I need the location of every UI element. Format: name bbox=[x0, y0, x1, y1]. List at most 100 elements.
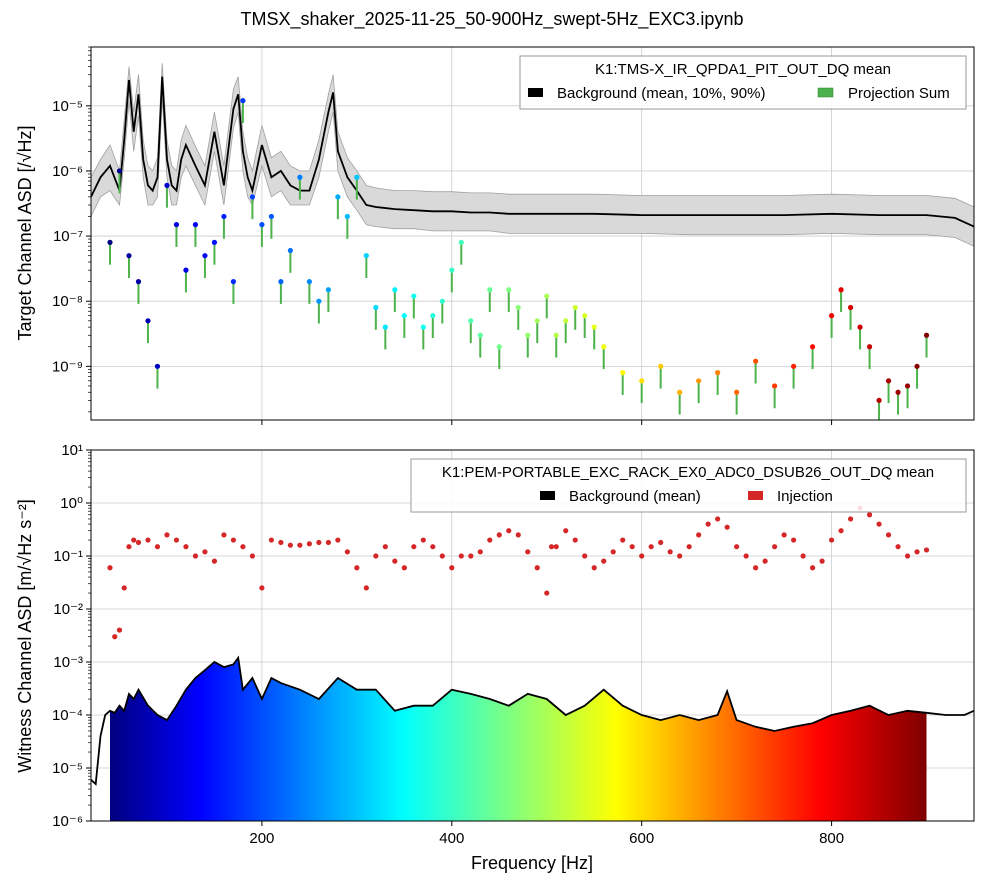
projection-sum-point bbox=[126, 253, 132, 259]
bottom-y-tick-label: 10⁻⁶ bbox=[52, 813, 83, 830]
injection-point bbox=[477, 549, 483, 555]
projection-sum-point bbox=[572, 304, 578, 311]
bottom-y-tick-label: 10⁻³ bbox=[53, 654, 83, 671]
projection-sum-point bbox=[316, 298, 322, 304]
injection-point bbox=[316, 539, 322, 546]
injection-point bbox=[847, 516, 854, 522]
projection-sum-point bbox=[601, 344, 607, 350]
injection-point bbox=[610, 549, 616, 555]
projection-sum-point bbox=[335, 194, 341, 200]
injection-point bbox=[373, 553, 379, 559]
projection-sum-point bbox=[809, 344, 816, 350]
injection-point bbox=[724, 524, 730, 530]
injection-point bbox=[363, 585, 369, 591]
projection-sum-point bbox=[487, 287, 493, 293]
injection-point bbox=[164, 532, 170, 538]
projection-sum-point bbox=[325, 287, 331, 293]
injection-point bbox=[202, 549, 208, 555]
injection-point bbox=[601, 558, 607, 564]
legend-swatch-background bbox=[528, 88, 543, 97]
injection-point bbox=[449, 565, 455, 571]
bottom-y-tick-label: 10¹ bbox=[61, 442, 83, 459]
legend-label-projection: Projection Sum bbox=[848, 85, 950, 102]
injection-point bbox=[904, 553, 911, 559]
bottom-y-ticks: 10⁻⁶ 10⁻⁵ 10⁻⁴ 10⁻³ 10⁻² 10⁻¹ 10⁰ 10¹ bbox=[52, 442, 91, 830]
injection-point bbox=[259, 585, 265, 591]
projection-sum-point bbox=[363, 253, 369, 259]
projection-sum-point bbox=[544, 293, 550, 299]
top-y-ticks: 10⁻⁹ 10⁻⁸ 10⁻⁷ 10⁻⁶ 10⁻⁵ bbox=[52, 46, 91, 413]
top-y-tick-label: 10⁻⁹ bbox=[52, 358, 83, 375]
injection-point bbox=[335, 537, 341, 543]
projection-sum-point bbox=[696, 378, 702, 384]
injection-point bbox=[287, 542, 293, 548]
injection-point bbox=[715, 516, 721, 522]
projection-sum-point bbox=[715, 370, 721, 376]
projection-sum-point bbox=[154, 363, 161, 369]
injection-point bbox=[534, 565, 540, 571]
injection-point bbox=[563, 528, 569, 534]
projection-sum-point bbox=[477, 332, 483, 338]
top-legend-title: K1:TMS-X_IR_QPDA1_PIT_OUT_DQ mean bbox=[595, 61, 891, 78]
projection-sum-point bbox=[468, 318, 474, 324]
projection-sum-point bbox=[382, 324, 388, 330]
projection-sum-point bbox=[116, 168, 123, 174]
injection-point bbox=[354, 565, 360, 571]
bottom-x-axis-label: Frequency [Hz] bbox=[471, 853, 593, 873]
injection-point bbox=[762, 558, 768, 564]
injection-point bbox=[591, 565, 597, 571]
injection-point bbox=[411, 544, 417, 550]
injection-point bbox=[487, 537, 493, 543]
injection-point bbox=[430, 544, 436, 550]
injection-point bbox=[791, 537, 797, 543]
injection-point bbox=[781, 532, 787, 538]
top-x-ticks bbox=[261, 420, 833, 425]
projection-sum-point bbox=[923, 332, 930, 338]
projection-sum-point bbox=[411, 293, 417, 299]
projection-sum-point bbox=[857, 324, 863, 330]
projection-sum-point bbox=[211, 239, 218, 245]
injection-point bbox=[620, 537, 626, 543]
projection-sum-point bbox=[420, 324, 426, 330]
projection-sum-point bbox=[145, 318, 151, 324]
background-percentile-band bbox=[91, 63, 974, 247]
injection-point bbox=[876, 521, 882, 527]
injection-point bbox=[548, 544, 555, 550]
bottom-legend: K1:PEM-PORTABLE_EXC_RACK_EX0_ADC0_DSUB26… bbox=[410, 458, 967, 513]
projection-sum-point bbox=[591, 324, 597, 330]
projection-sum-point bbox=[344, 213, 350, 220]
projection-sum-point bbox=[847, 304, 854, 311]
injection-series bbox=[107, 505, 930, 640]
injection-point bbox=[173, 537, 180, 543]
projection-sum-point bbox=[553, 332, 559, 338]
projection-sum-point bbox=[306, 279, 312, 285]
projection-sum-point bbox=[496, 344, 502, 350]
injection-point bbox=[772, 544, 778, 550]
projection-sum-point bbox=[677, 389, 683, 395]
top-y-tick-label: 10⁻⁵ bbox=[52, 98, 83, 115]
injection-point bbox=[112, 634, 118, 640]
injection-point bbox=[553, 544, 559, 550]
projection-sum-point bbox=[772, 383, 778, 389]
projection-sum-point bbox=[734, 389, 740, 395]
injection-point bbox=[838, 528, 844, 534]
injection-point bbox=[686, 544, 692, 550]
injection-point bbox=[230, 537, 237, 543]
injection-point bbox=[126, 544, 132, 550]
injection-point bbox=[828, 537, 835, 543]
injection-point bbox=[211, 558, 218, 564]
legend-swatch-injection bbox=[748, 491, 763, 500]
legend-label-background-witness: Background (mean) bbox=[569, 488, 701, 505]
injection-point bbox=[629, 544, 635, 550]
injection-point bbox=[572, 537, 578, 543]
injection-point bbox=[515, 532, 521, 538]
injection-point bbox=[914, 549, 920, 555]
injection-point bbox=[306, 541, 312, 547]
injection-point bbox=[131, 537, 137, 543]
projection-sum-point bbox=[449, 267, 455, 273]
bottom-y-tick-label: 10⁻⁴ bbox=[52, 707, 83, 724]
injection-point bbox=[392, 558, 398, 564]
injection-point bbox=[506, 528, 512, 534]
bottom-y-tick-label: 10⁻² bbox=[53, 601, 83, 618]
